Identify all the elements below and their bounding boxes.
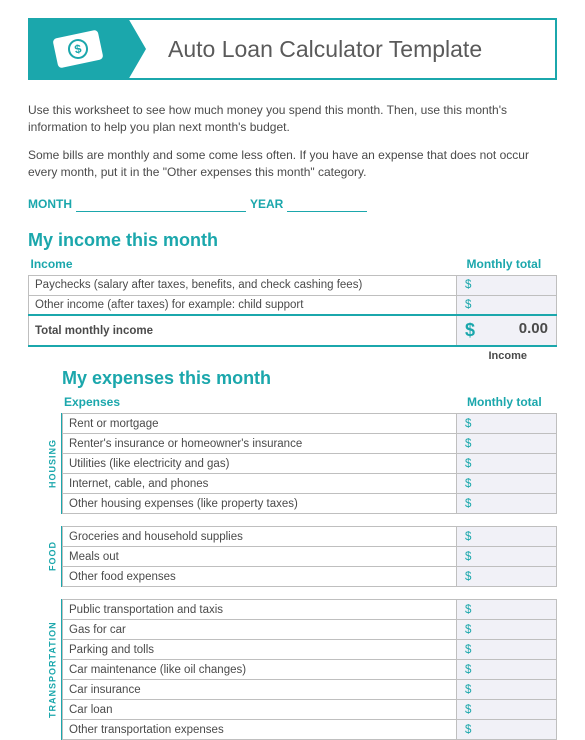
table-row: Other housing expenses (like property ta… (63, 494, 557, 514)
currency-symbol: $ (465, 458, 471, 470)
expense-row-amount[interactable]: $ (457, 680, 557, 700)
currency-symbol: $ (465, 418, 471, 430)
expense-row-amount[interactable]: $ (457, 600, 557, 620)
currency-symbol: $ (465, 724, 471, 736)
expense-row-amount[interactable]: $ (457, 414, 557, 434)
income-section-title: My income this month (28, 230, 557, 251)
expense-row-label: Parking and tolls (63, 640, 457, 660)
table-row: Rent or mortgage $ (63, 414, 557, 434)
income-total-label: Total monthly income (29, 315, 457, 346)
year-label: YEAR (250, 197, 283, 211)
income-under-label: Income (28, 347, 557, 362)
expense-row-label: Rent or mortgage (63, 414, 457, 434)
currency-symbol: $ (465, 664, 471, 676)
expense-row-amount[interactable]: $ (457, 454, 557, 474)
intro-paragraph-1: Use this worksheet to see how much money… (28, 102, 557, 137)
month-input[interactable] (76, 196, 246, 212)
income-col-right: Monthly total (457, 255, 557, 276)
expense-group-table: Groceries and household supplies$Meals o… (62, 526, 557, 587)
expense-row-amount[interactable]: $ (457, 434, 557, 454)
intro-paragraph-2: Some bills are monthly and some come les… (28, 147, 557, 182)
expense-row-label: Gas for car (63, 620, 457, 640)
currency-symbol: $ (465, 704, 471, 716)
table-row: Car maintenance (like oil changes) $ (63, 660, 557, 680)
income-col-left: Income (29, 255, 457, 276)
expense-row-amount[interactable]: $ (457, 527, 557, 547)
group-side-label: FOOD (44, 526, 62, 587)
expense-row-label: Car maintenance (like oil changes) (63, 660, 457, 680)
month-year-row: MONTH YEAR (28, 196, 557, 212)
table-row: Car insurance $ (63, 680, 557, 700)
expense-row-amount[interactable]: $ (457, 547, 557, 567)
expense-row-amount[interactable]: $ (457, 474, 557, 494)
currency-symbol: $ (465, 551, 471, 563)
currency-symbol: $ (465, 279, 471, 291)
currency-symbol: $ (465, 644, 471, 656)
money-bill-icon (52, 30, 103, 69)
expense-row-label: Utilities (like electricity and gas) (63, 454, 457, 474)
table-row: Gas for car $ (63, 620, 557, 640)
income-row-amount[interactable]: $ (457, 295, 557, 315)
expense-group-table: Public transportation and taxis$Gas for … (62, 599, 557, 740)
income-table: Income Monthly total Paychecks (salary a… (28, 255, 557, 348)
expense-group-table: Rent or mortgage $ Renter's insurance or h… (62, 413, 557, 514)
currency-symbol: $ (465, 299, 471, 311)
group-side-label: TRANSPORTATION (44, 599, 62, 740)
month-label: MONTH (28, 197, 72, 211)
expense-row-amount[interactable]: $ (457, 620, 557, 640)
year-input[interactable] (287, 196, 367, 212)
expense-row-label: Car insurance (63, 680, 457, 700)
income-row-amount[interactable]: $ (457, 275, 557, 295)
expenses-header-table: Expenses Monthly total (62, 393, 557, 413)
header-banner: Auto Loan Calculator Template (28, 18, 557, 80)
income-total-amount: $0.00 (457, 315, 557, 346)
table-row: Utilities (like electricity and gas) $ (63, 454, 557, 474)
table-row: Groceries and household supplies $ (63, 527, 557, 547)
table-row: Other transportation expenses $ (63, 720, 557, 740)
currency-symbol: $ (465, 571, 471, 583)
currency-symbol: $ (465, 498, 471, 510)
table-row: Other food expenses $ (63, 567, 557, 587)
income-total-row: Total monthly income $0.00 (29, 315, 557, 346)
income-row-label: Paychecks (salary after taxes, benefits,… (29, 275, 457, 295)
expense-row-amount[interactable]: $ (457, 640, 557, 660)
currency-symbol: $ (465, 604, 471, 616)
currency-symbol: $ (465, 438, 471, 450)
expense-row-label: Other food expenses (63, 567, 457, 587)
expenses-col-left: Expenses (62, 393, 457, 413)
expense-row-amount[interactable]: $ (457, 567, 557, 587)
table-row: Parking and tolls $ (63, 640, 557, 660)
table-row: Meals out $ (63, 547, 557, 567)
expense-row-label: Renter's insurance or homeowner's insura… (63, 434, 457, 454)
currency-symbol: $ (465, 320, 475, 340)
table-row: Other income (after taxes) for example: … (29, 295, 557, 315)
expense-row-amount[interactable]: $ (457, 494, 557, 514)
expense-row-label: Internet, cable, and phones (63, 474, 457, 494)
expense-row-label: Meals out (63, 547, 457, 567)
group-side-label: HOUSING (44, 413, 62, 514)
banner-icon-box (28, 18, 128, 80)
table-row: Internet, cable, and phones $ (63, 474, 557, 494)
table-row: Public transportation and taxis $ (63, 600, 557, 620)
income-row-label: Other income (after taxes) for example: … (29, 295, 457, 315)
table-row: Renter's insurance or homeowner's insura… (63, 434, 557, 454)
expense-row-label: Groceries and household supplies (63, 527, 457, 547)
page-title: Auto Loan Calculator Template (128, 18, 557, 80)
table-row: Paychecks (salary after taxes, benefits,… (29, 275, 557, 295)
expense-row-amount[interactable]: $ (457, 720, 557, 740)
currency-symbol: $ (465, 684, 471, 696)
currency-symbol: $ (465, 624, 471, 636)
expense-row-amount[interactable]: $ (457, 660, 557, 680)
currency-symbol: $ (465, 531, 471, 543)
currency-symbol: $ (465, 478, 471, 490)
expense-row-label: Public transportation and taxis (63, 600, 457, 620)
expenses-col-right: Monthly total (457, 393, 557, 413)
expense-row-label: Other housing expenses (like property ta… (63, 494, 457, 514)
expense-row-label: Other transportation expenses (63, 720, 457, 740)
expenses-section-title: My expenses this month (62, 368, 557, 389)
